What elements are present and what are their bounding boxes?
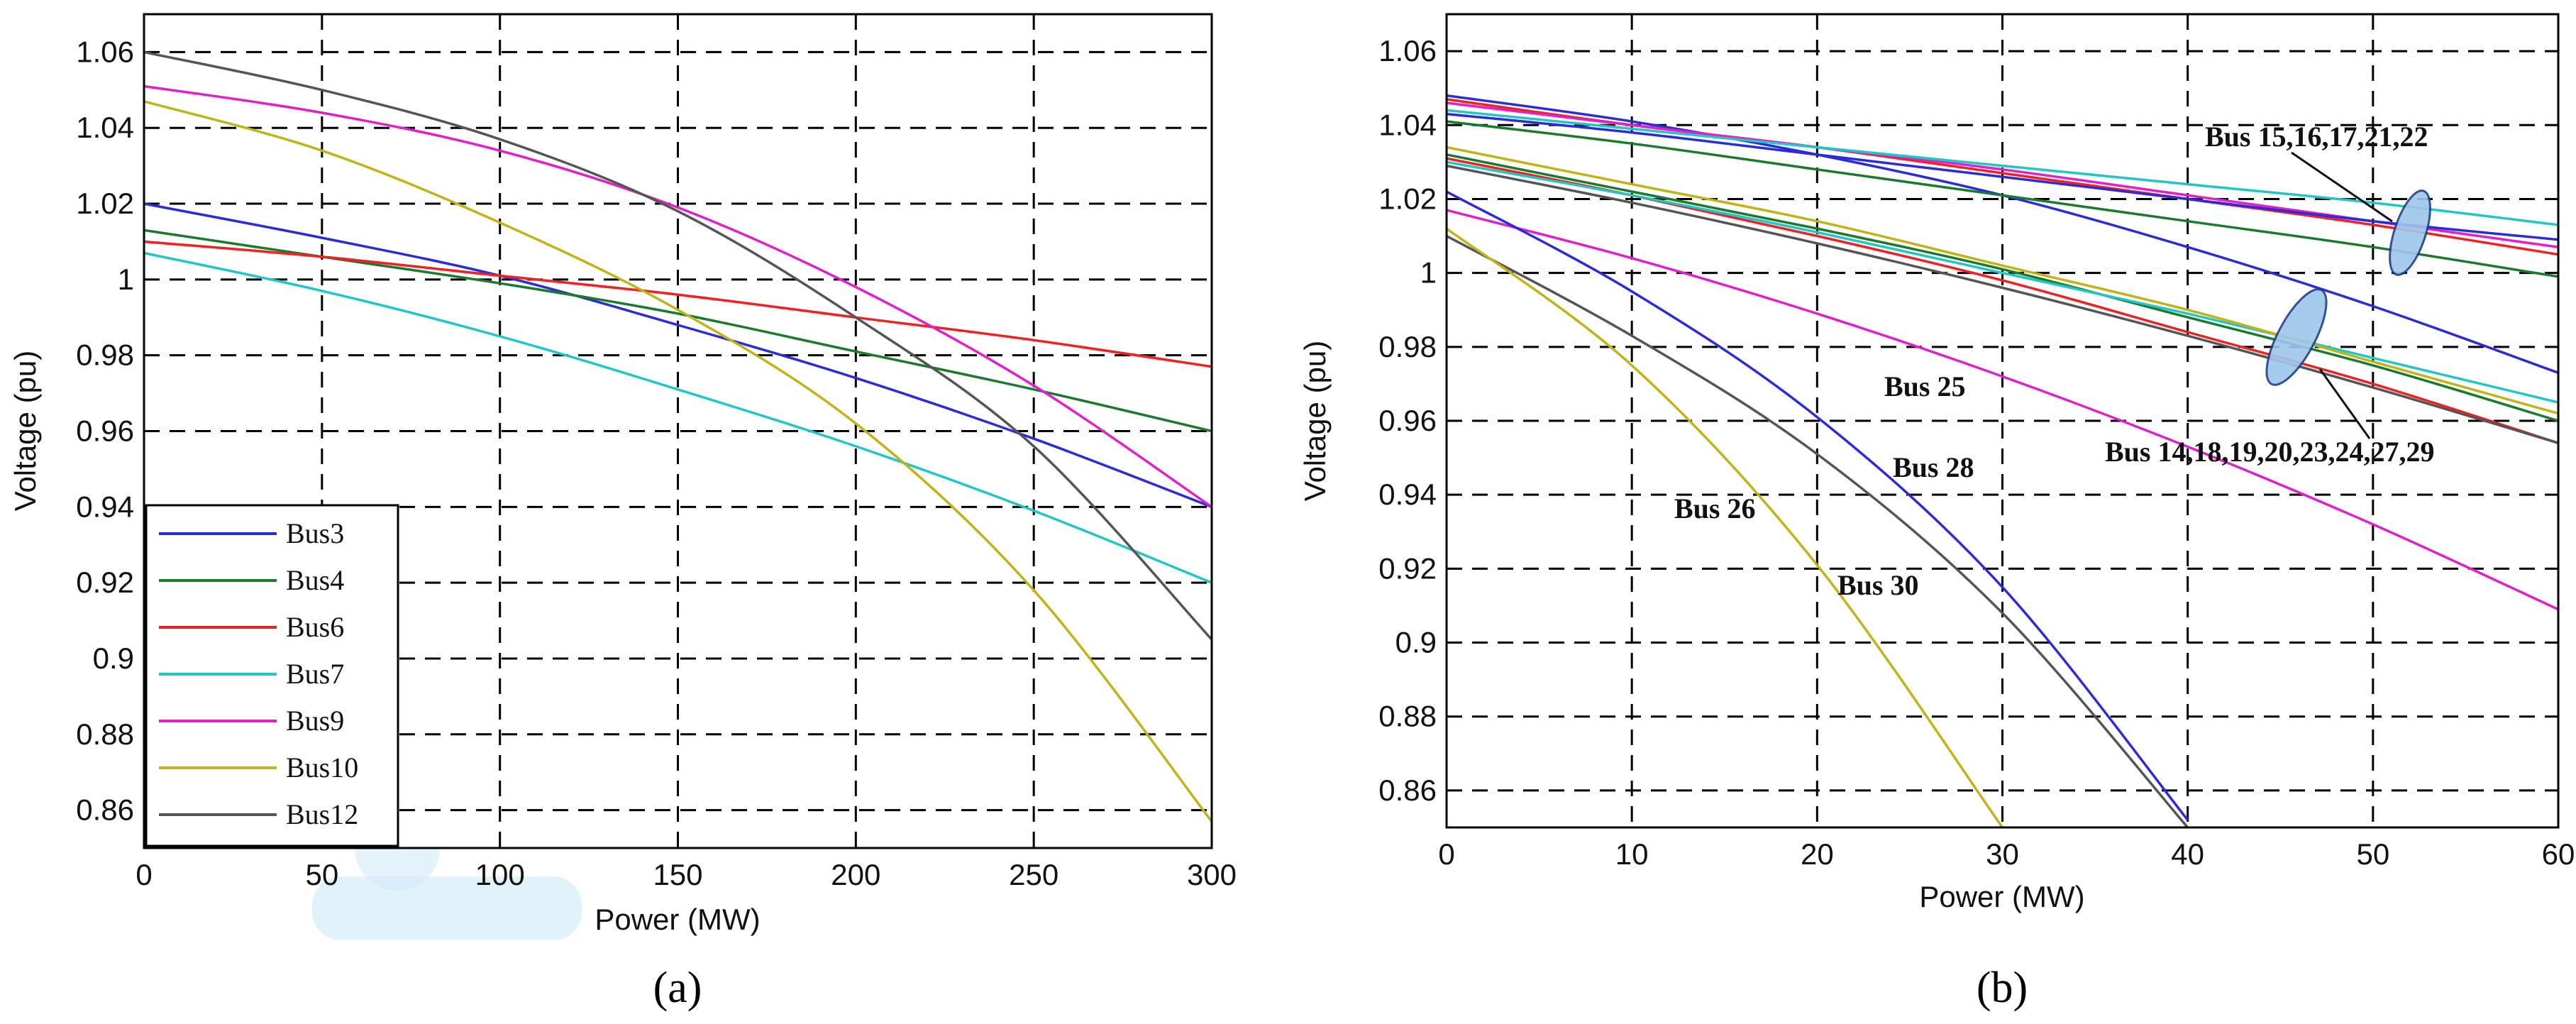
axes-frame-a [143, 13, 1213, 849]
series-line-b-curve-10 [1447, 164, 2558, 444]
series-line-b-curve-8 [1447, 160, 2558, 404]
x-tick-label: 150 [653, 858, 702, 891]
series-line-b-curve-7 [1447, 153, 2558, 422]
series-line-b-curve-11 [1447, 209, 2558, 611]
y-tick-label: 0.9 [1395, 626, 1437, 659]
series-line-b-curve-14 [1447, 227, 2003, 827]
series-line-a-bus6 [143, 240, 1212, 368]
x-tick-label: 50 [2356, 837, 2389, 871]
y-tick-label: 0.92 [76, 566, 134, 599]
y-tick-label: 0.96 [76, 414, 134, 448]
tick-labels-a: 0 50 100 150 200 250 300 0.86 0.88 0.9 0.92 0.94 0.9… [76, 35, 1237, 891]
annotation-bus-28: Bus 28 [1893, 451, 1974, 483]
y-tick-label: 0.98 [1378, 330, 1437, 363]
series-line-a-bus12 [143, 50, 1213, 641]
x-tick-label: 40 [2171, 837, 2204, 871]
group-ellipse-upper [2389, 189, 2431, 276]
x-axis-label-b: Power (MW) [1919, 880, 2084, 913]
y-axis-label-b: Voltage (pu) [1298, 341, 1332, 502]
x-tick-label: 300 [1187, 858, 1237, 891]
legend-label: Bus4 [286, 564, 344, 596]
axes-frame-b [1445, 13, 2560, 829]
tick-labels-b: 0 10 20 30 40 50 60 0.86 0.88 0.9 0.92 0.94 0.96 0.98… [1378, 34, 2575, 871]
x-tick-label: 200 [831, 858, 880, 891]
y-tick-label: 1.06 [1378, 34, 1437, 67]
y-tick-label: 1 [118, 263, 134, 296]
series-line-b-curve-13 [1447, 234, 2189, 827]
series-line-a-bus7 [143, 251, 1212, 584]
panel-label-a: (a) [653, 964, 702, 1012]
y-tick-label: 0.88 [1378, 700, 1437, 733]
x-tick-label: 20 [1801, 837, 1834, 871]
legend-label: Bus3 [286, 517, 344, 549]
x-tick-label: 60 [2542, 837, 2575, 871]
y-tick-label: 0.86 [76, 793, 134, 827]
y-tick-label: 0.9 [93, 642, 134, 675]
y-tick-label: 0.92 [1378, 551, 1437, 585]
y-tick-label: 0.86 [1378, 773, 1437, 807]
legend-a: Bus3 Bus4 Bus6 Bus7 Bus9 Bus10 Bus12 [145, 504, 399, 847]
annotation-arrow-lower [2318, 368, 2371, 439]
series-line-b-curve-9 [1447, 145, 2558, 415]
y-tick-label: 0.96 [1378, 404, 1437, 437]
y-axis-label-a: Voltage (pu) [9, 351, 42, 512]
series-line-b-curve-3 [1447, 109, 2558, 226]
gridlines-a [144, 14, 1212, 848]
y-tick-label: 1.02 [76, 187, 134, 220]
annotation-bus-30: Bus 30 [1837, 569, 1919, 601]
x-tick-label: 0 [136, 858, 152, 891]
x-tick-label: 50 [305, 858, 338, 891]
legend-label: Bus9 [286, 705, 344, 737]
legend-label: Bus7 [286, 658, 344, 690]
x-tick-label: 0 [1438, 837, 1454, 871]
annotation-bus-25: Bus 25 [1884, 370, 1966, 402]
y-tick-label: 0.88 [76, 717, 134, 751]
series-group-a [143, 50, 1213, 822]
x-tick-label: 100 [475, 858, 525, 891]
annotation-arrow-upper [2291, 151, 2393, 223]
panel-label-b: (b) [1977, 964, 2028, 1012]
group-ellipse-lower [2265, 288, 2328, 386]
series-line-b-curve-5 [1447, 120, 2558, 278]
series-line-b-curve-12 [1447, 190, 2189, 821]
series-line-a-bus10 [143, 100, 1213, 822]
y-tick-label: 1 [1420, 256, 1437, 290]
legend-label: Bus10 [286, 752, 358, 783]
x-axis-label-a: Power (MW) [595, 903, 760, 936]
x-tick-label: 30 [1986, 837, 2019, 871]
series-line-a-bus3 [143, 202, 1212, 508]
series-line-b-curve-4 [1447, 112, 2558, 241]
annotation-bus-14-18-19-20-23-24-27-29: Bus 14,18,19,20,23,24,27,29 [2105, 436, 2435, 468]
series-line-a-bus9 [143, 84, 1212, 508]
y-tick-label: 1.04 [1378, 108, 1437, 141]
annotation-bus-15-16-17-21-22: Bus 15,16,17,21,22 [2205, 121, 2428, 153]
y-tick-label: 0.98 [76, 338, 134, 372]
y-tick-label: 1.04 [76, 111, 134, 144]
y-tick-label: 1.06 [76, 35, 134, 68]
x-tick-label: 250 [1009, 858, 1058, 891]
series-group-b [1447, 94, 2558, 827]
x-tick-label: 10 [1615, 837, 1649, 871]
y-tick-label: 0.94 [1378, 478, 1437, 511]
chart-panel-a: 0 50 100 150 200 250 300 0.86 0.88 0.9 0.92 0.94 0.9… [9, 13, 1237, 1012]
chart-panel-b: 0 10 20 30 40 50 60 0.86 0.88 0.9 0.92 0.94 0.96 0.98… [1298, 13, 2575, 1012]
y-tick-label: 1.02 [1378, 182, 1437, 215]
legend-label: Bus6 [286, 611, 344, 643]
legend-label: Bus12 [286, 798, 358, 830]
y-tick-label: 0.94 [76, 490, 134, 523]
annotation-bus-26: Bus 26 [1674, 492, 1756, 524]
